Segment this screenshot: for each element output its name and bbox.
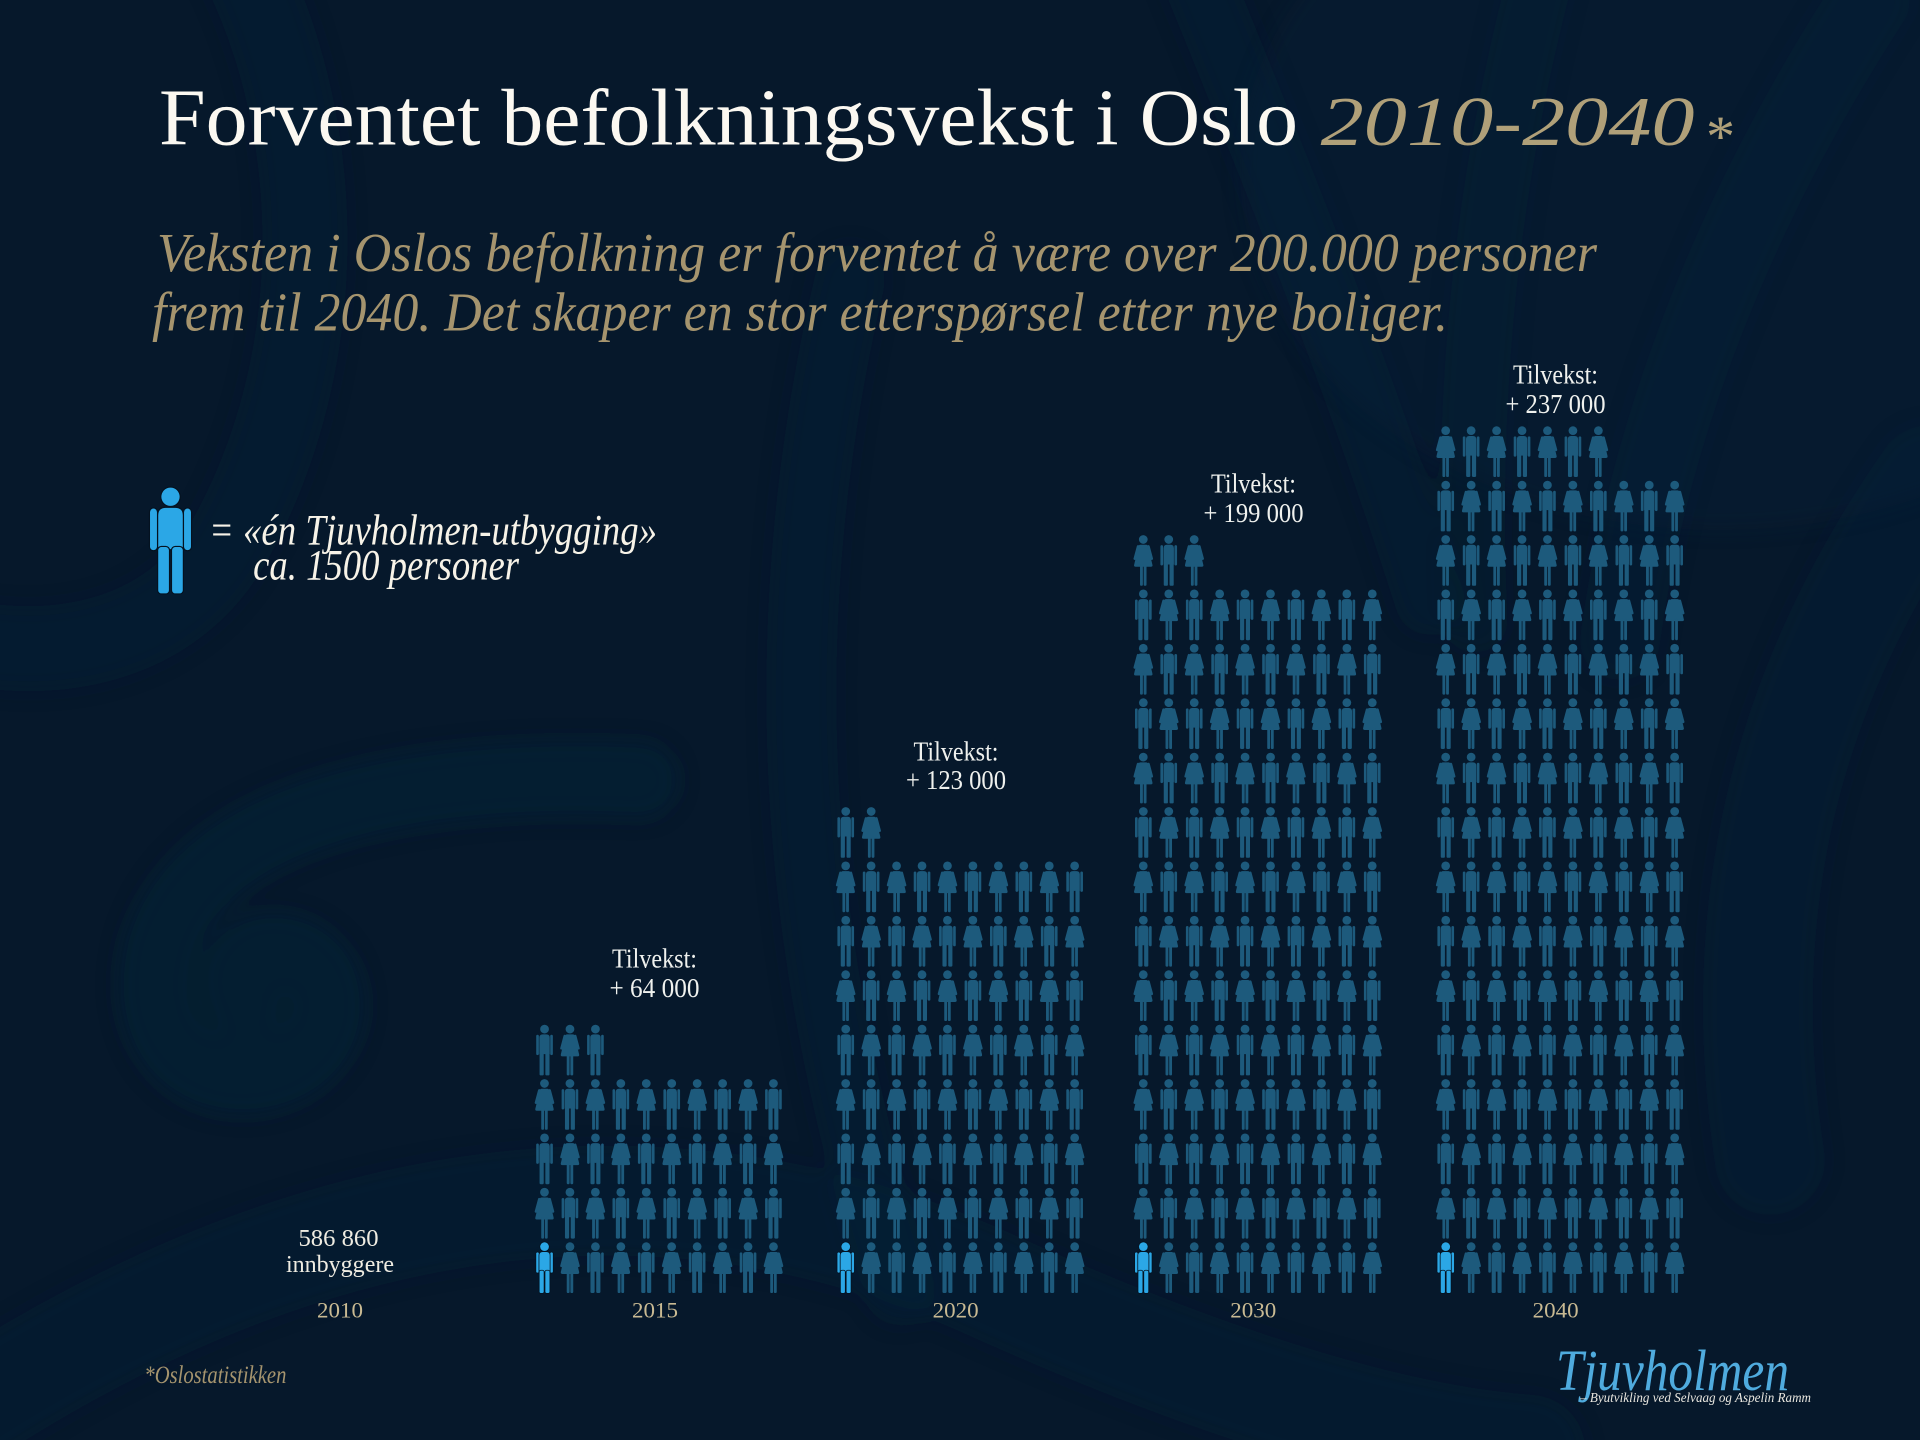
svg-text:2010: 2010 — [317, 1298, 363, 1323]
svg-text:+ 199 000: + 199 000 — [1204, 497, 1304, 528]
svg-text:2030: 2030 — [1230, 1298, 1276, 1323]
svg-text:Tilvekst:: Tilvekst: — [914, 735, 999, 766]
svg-text:+ 237 000: + 237 000 — [1506, 388, 1606, 419]
svg-text:*: * — [1706, 104, 1735, 169]
svg-text:2010-2040: 2010-2040 — [1321, 84, 1695, 161]
svg-text:Veksten i Oslos befolkning er: Veksten i Oslos befolkning er forventet … — [157, 222, 1598, 283]
svg-text:+ 123 000: + 123 000 — [906, 764, 1006, 795]
svg-text:2015: 2015 — [632, 1298, 678, 1323]
svg-text:– Byutvikling ved Selvaag og A: – Byutvikling ved Selvaag og Aspelin Ram… — [1579, 1391, 1811, 1406]
svg-text:Tilvekst:: Tilvekst: — [1513, 359, 1598, 390]
svg-text:+ 64 000: + 64 000 — [610, 972, 700, 1003]
svg-text:frem til 2040. Det skaper en s: frem til 2040. Det skaper en stor etters… — [152, 282, 1448, 343]
svg-text:586 860: 586 860 — [299, 1225, 379, 1252]
svg-text:= «én Tjuvholmen-utbygging»: = «én Tjuvholmen-utbygging» — [209, 507, 657, 554]
svg-text:2040: 2040 — [1533, 1298, 1579, 1323]
svg-text:Forventet befolkningsvekst i O: Forventet befolkningsvekst i Oslo — [159, 75, 1298, 163]
svg-text:Tjuvholmen: Tjuvholmen — [1556, 1338, 1789, 1403]
svg-text:Tilvekst:: Tilvekst: — [612, 943, 697, 974]
svg-text:ca. 1500 personer: ca. 1500 personer — [253, 543, 519, 590]
svg-text:innbyggere: innbyggere — [286, 1251, 394, 1278]
svg-text:2020: 2020 — [933, 1298, 979, 1323]
svg-text:Tilvekst:: Tilvekst: — [1211, 468, 1296, 499]
svg-text:*Oslostatistikken: *Oslostatistikken — [144, 1362, 286, 1389]
